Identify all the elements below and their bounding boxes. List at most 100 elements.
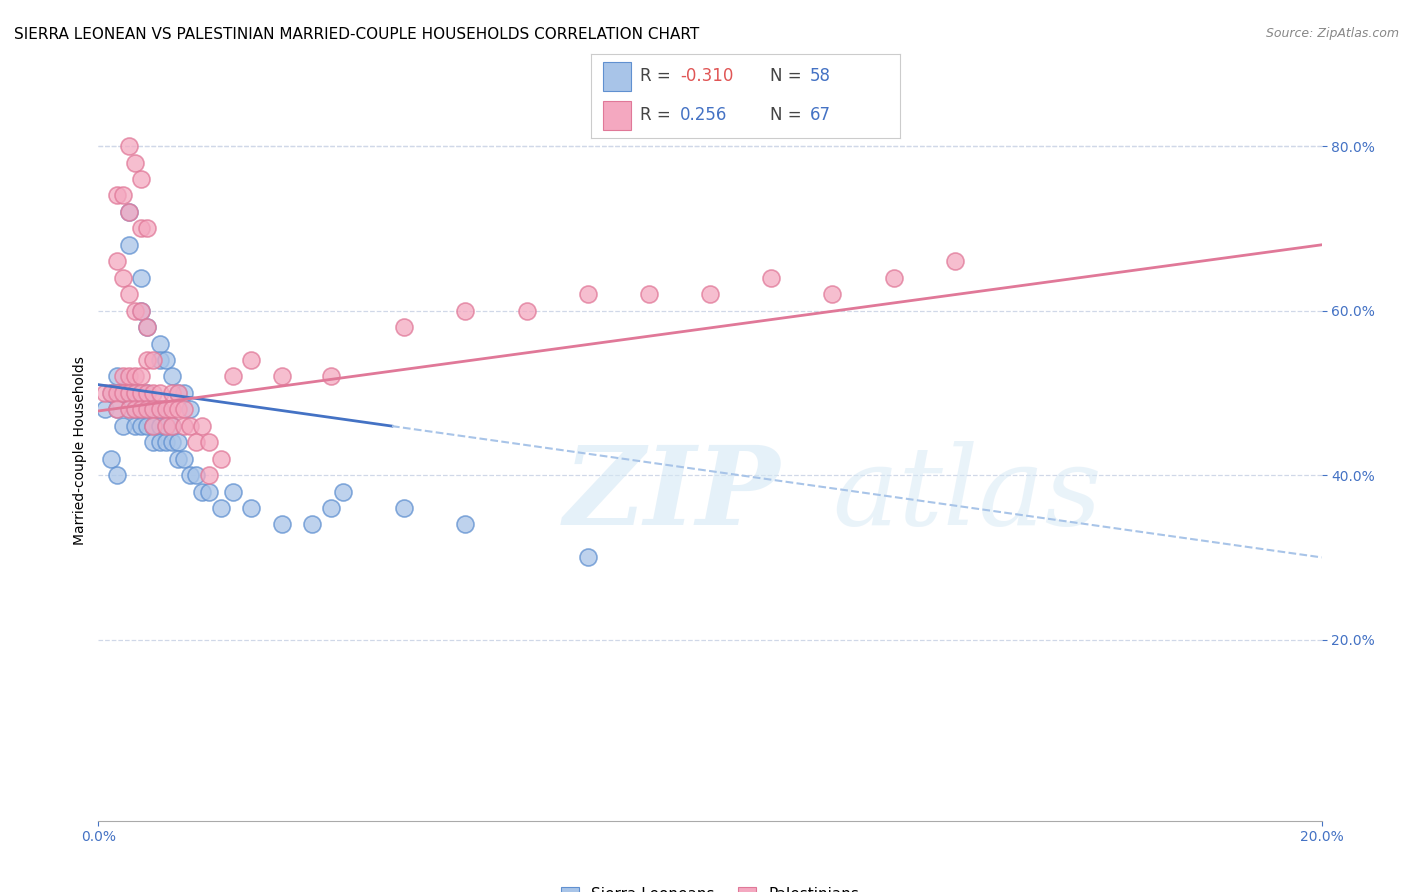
Point <box>136 418 159 433</box>
Point <box>124 402 146 417</box>
Point <box>167 435 190 450</box>
Point <box>209 501 232 516</box>
Point <box>111 188 134 202</box>
Point <box>118 385 141 400</box>
Point <box>118 287 141 301</box>
Text: R =: R = <box>640 68 676 86</box>
Point <box>124 155 146 169</box>
Point <box>129 172 152 186</box>
Point <box>222 369 245 384</box>
Point <box>576 550 599 565</box>
Point <box>129 303 152 318</box>
Point <box>118 205 141 219</box>
Point <box>191 484 214 499</box>
Point <box>142 385 165 400</box>
Point <box>93 385 115 400</box>
Point <box>155 402 177 417</box>
Point <box>392 501 416 516</box>
Point <box>319 369 342 384</box>
Point <box>179 468 201 483</box>
Point <box>100 385 122 400</box>
Text: 58: 58 <box>810 68 831 86</box>
Point <box>454 517 477 532</box>
Text: N =: N = <box>770 68 807 86</box>
Point <box>142 418 165 433</box>
Point <box>240 501 263 516</box>
Text: Source: ZipAtlas.com: Source: ZipAtlas.com <box>1265 27 1399 40</box>
Text: 0.256: 0.256 <box>681 106 727 124</box>
Point <box>155 418 177 433</box>
Point <box>699 287 721 301</box>
Point <box>149 435 172 450</box>
Point <box>105 369 128 384</box>
Point <box>129 221 152 235</box>
Point <box>124 418 146 433</box>
Point <box>240 353 263 368</box>
Point <box>155 418 177 433</box>
Point <box>160 402 183 417</box>
Point <box>118 237 141 252</box>
Point <box>129 385 152 400</box>
Point <box>111 369 134 384</box>
Point <box>173 451 195 466</box>
Point <box>160 385 183 400</box>
Point <box>142 418 165 433</box>
Point <box>105 468 128 483</box>
Point <box>821 287 844 301</box>
Text: ZIP: ZIP <box>564 442 780 549</box>
Point <box>149 385 172 400</box>
Point <box>129 270 152 285</box>
Point <box>100 451 122 466</box>
Y-axis label: Married-couple Households: Married-couple Households <box>73 356 87 545</box>
Point <box>759 270 782 285</box>
Point <box>197 468 219 483</box>
Point <box>129 385 152 400</box>
Point <box>105 188 128 202</box>
Point <box>173 418 195 433</box>
Point <box>160 418 183 433</box>
Point <box>454 303 477 318</box>
Point <box>179 418 201 433</box>
Point <box>637 287 661 301</box>
Point <box>179 402 201 417</box>
Point <box>270 369 292 384</box>
Point <box>155 353 177 368</box>
Point <box>124 402 146 417</box>
Point <box>149 353 172 368</box>
Point <box>111 270 134 285</box>
Point <box>160 418 183 433</box>
Point <box>943 254 966 268</box>
Point <box>142 435 165 450</box>
Point <box>136 320 159 334</box>
Point <box>105 254 128 268</box>
Point <box>118 402 141 417</box>
Point <box>105 402 128 417</box>
Point <box>118 369 141 384</box>
Point <box>160 369 183 384</box>
Point <box>142 402 165 417</box>
Point <box>124 303 146 318</box>
Point <box>136 402 159 417</box>
Point <box>111 418 134 433</box>
Point <box>105 385 128 400</box>
Point <box>301 517 323 532</box>
Point <box>186 435 208 450</box>
Point <box>149 402 172 417</box>
Point <box>100 385 122 400</box>
Point <box>149 336 172 351</box>
Point <box>142 402 165 417</box>
Text: R =: R = <box>640 106 682 124</box>
Point <box>111 385 134 400</box>
Point <box>222 484 245 499</box>
Point <box>105 402 128 417</box>
Point <box>155 435 177 450</box>
Point <box>191 418 214 433</box>
Text: atlas: atlas <box>832 442 1102 549</box>
Point <box>136 385 159 400</box>
Point <box>392 320 416 334</box>
Text: SIERRA LEONEAN VS PALESTINIAN MARRIED-COUPLE HOUSEHOLDS CORRELATION CHART: SIERRA LEONEAN VS PALESTINIAN MARRIED-CO… <box>14 27 699 42</box>
Point <box>173 402 195 417</box>
Point <box>129 418 152 433</box>
Point <box>270 517 292 532</box>
Point <box>136 353 159 368</box>
